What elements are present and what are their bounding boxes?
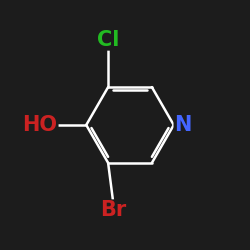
Text: Br: Br: [100, 200, 126, 220]
Text: HO: HO: [22, 115, 58, 135]
Text: Cl: Cl: [97, 30, 119, 50]
Text: N: N: [174, 115, 192, 135]
